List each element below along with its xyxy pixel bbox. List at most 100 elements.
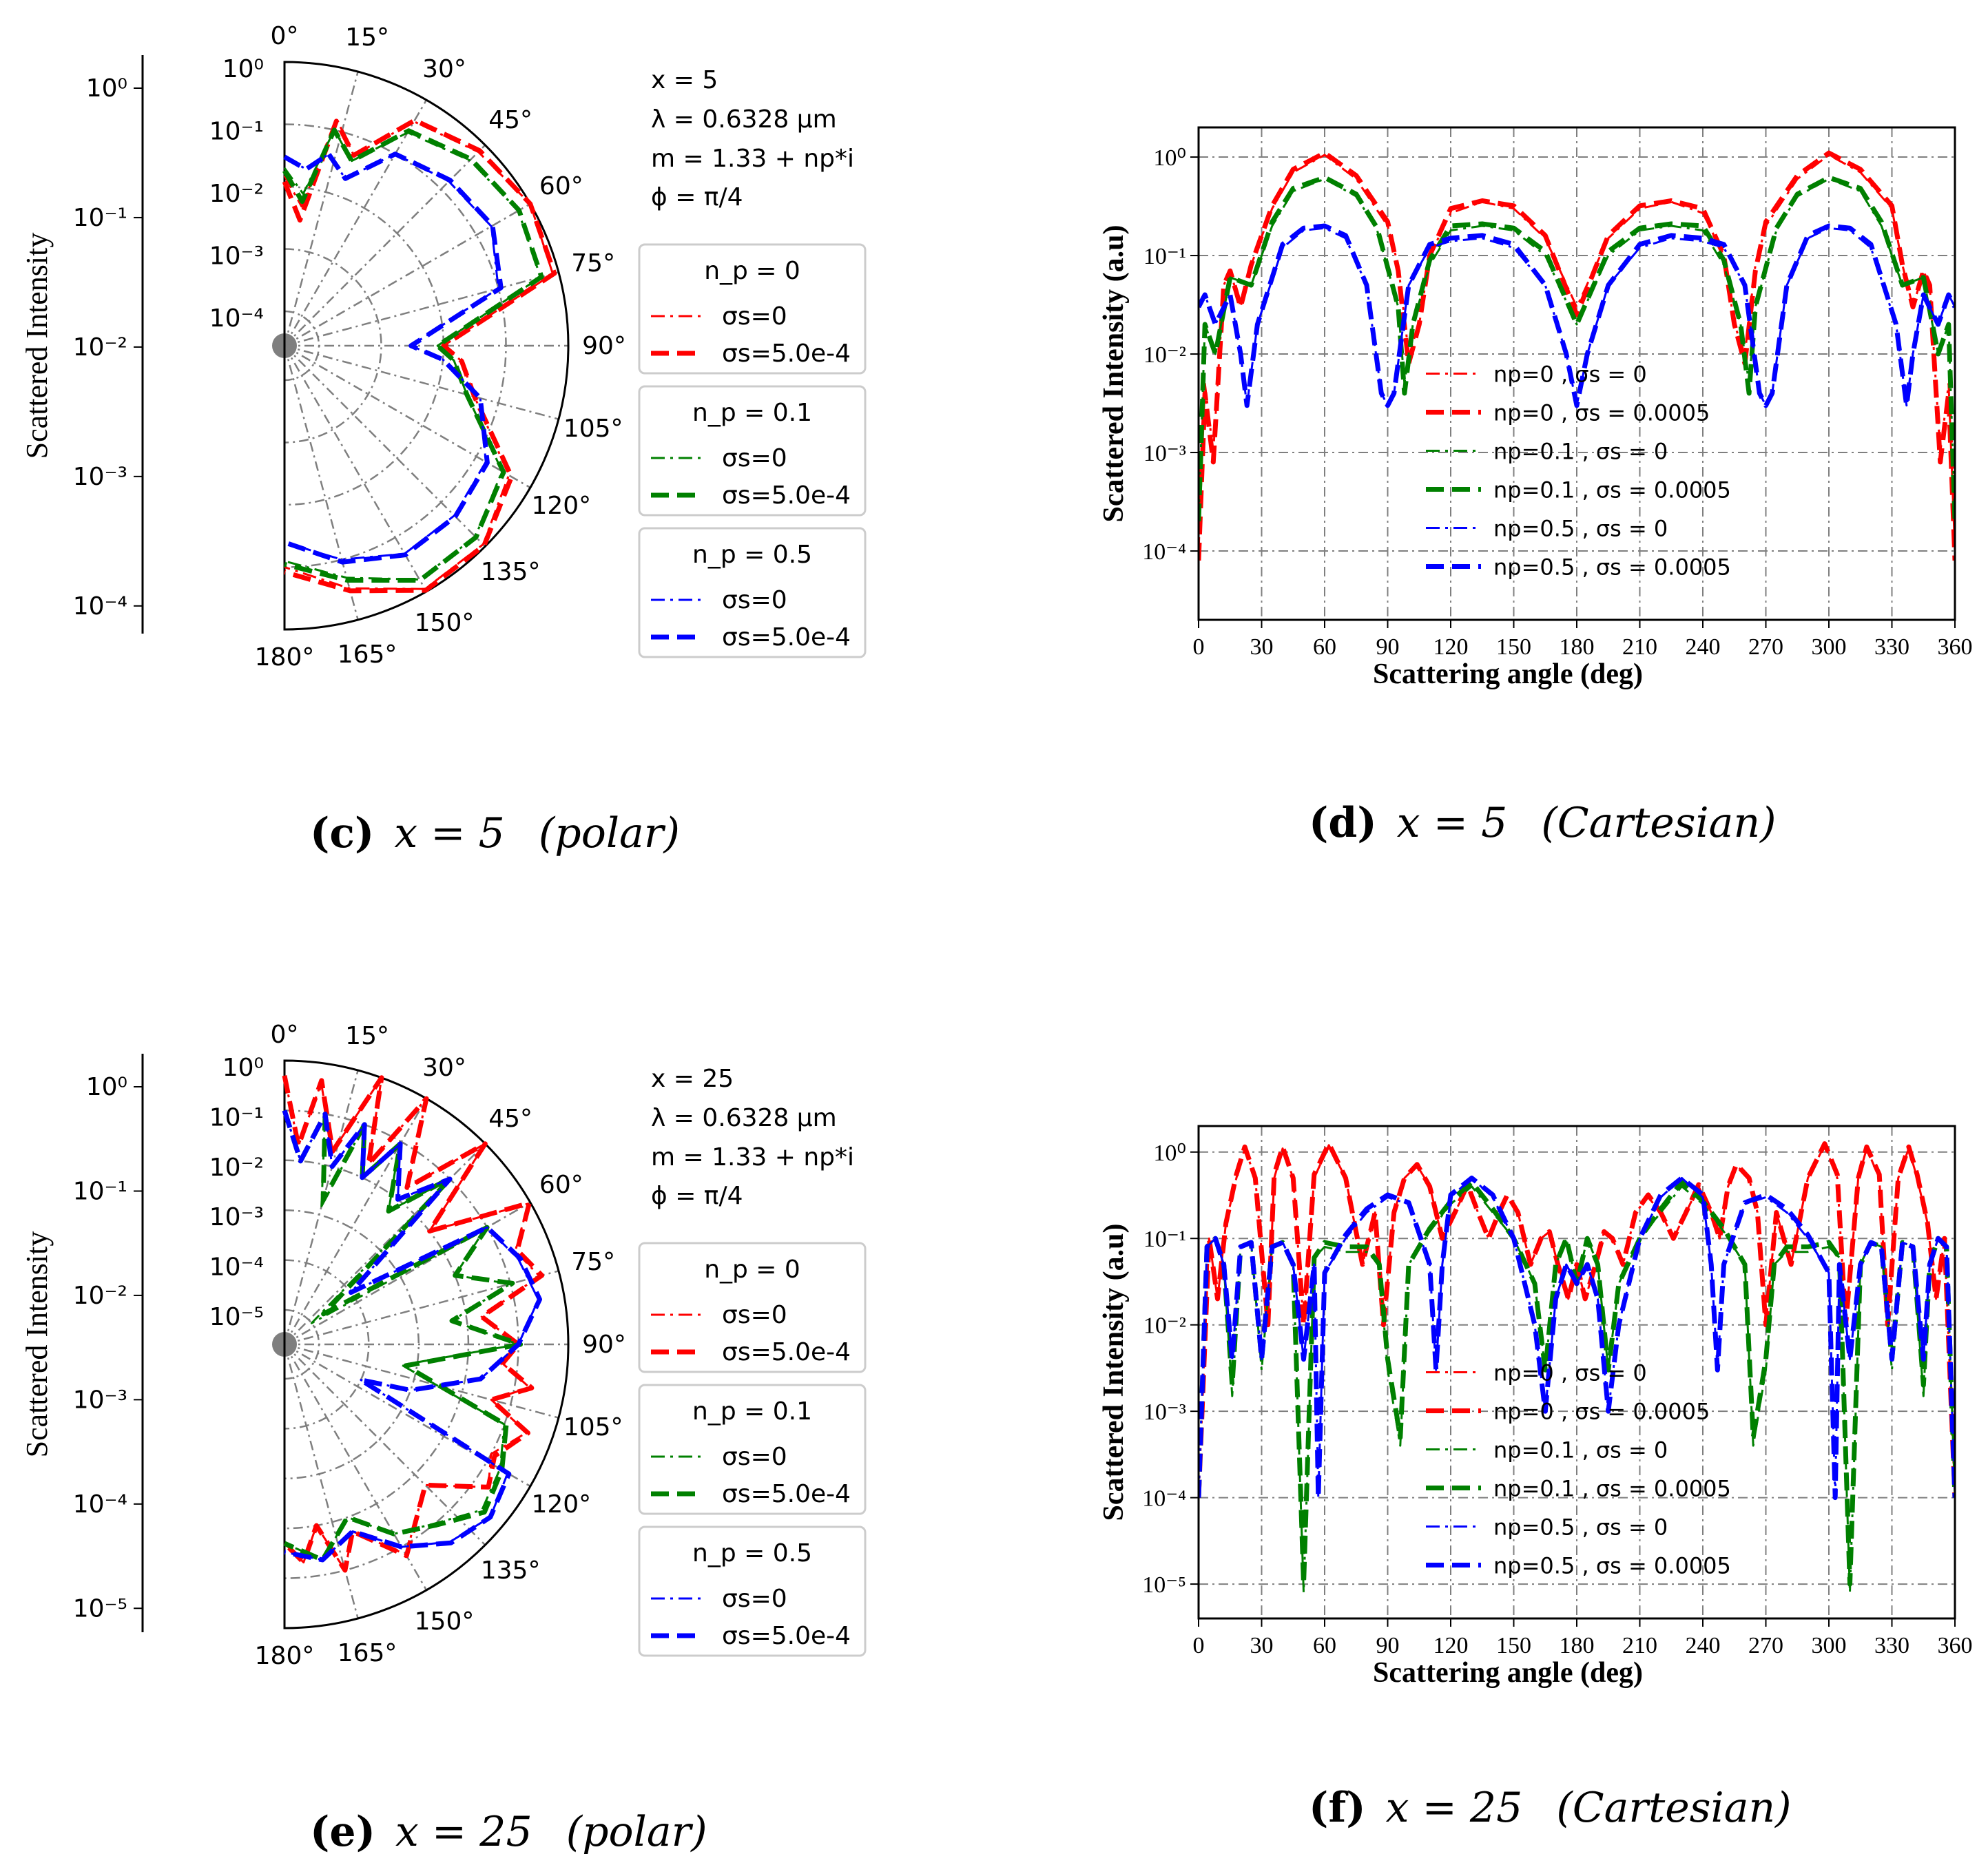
x-tick-label: 90 [1376,1633,1400,1658]
x-tick-label: 330 [1874,1633,1909,1658]
legend-label: σs=5.0e-4 [722,481,851,510]
grid-spoke [284,345,486,548]
radial-tick-label: 10⁻⁵ [209,1303,264,1331]
theta-label: 30° [422,55,466,83]
series-line [282,1075,545,1573]
theta-label: 105° [563,1413,623,1441]
info-lambda: λ = 0.6328 μm [651,105,837,134]
legend-frame [638,243,867,375]
series-line [282,1110,542,1563]
series-line [1199,175,1955,522]
x-tick-label: 360 [1938,1633,1973,1658]
legend-box: n_p = 0.5 σs=0 σs=5.0e-4 [638,1525,867,1657]
info-phi: ϕ = π/4 [651,1182,743,1210]
theta-label: 90° [582,1331,626,1359]
radial-tick-label: 10⁻³ [209,1203,264,1231]
grid-spoke [283,71,359,346]
legend-label: σs=5.0e-4 [722,623,851,652]
legend-label: σs=0 [722,302,787,331]
series-line [283,1110,520,1561]
series-line [1199,178,1955,522]
info-lambda: λ = 0.6328 μm [651,1104,837,1132]
legend-label: σs=5.0e-4 [722,1622,851,1650]
theta-label: 15° [345,23,389,52]
y-tick-label: 10⁻¹ [1143,244,1186,269]
x-tick-label: 0 [1193,634,1205,660]
cartesian-panel-d: 0 30 60 90 120 150 180 210 240 270 300 330 360 10⁰ 10⁻… [1098,126,1973,847]
panel-caption: (e) x = 25 (polar) [310,1808,707,1854]
x-tick-label: 240 [1686,1633,1721,1658]
grid-circle [284,248,382,444]
legend-frame [638,1384,867,1515]
series-group [1199,1141,1955,1594]
series-line [1199,1141,1955,1498]
legend-title: n_p = 0.5 [692,1539,812,1567]
grid-spoke [284,144,486,346]
radial-tick-label: 10⁻⁴ [209,304,264,333]
grid-spoke [284,1201,531,1346]
panel-caption: (c) x = 5 (polar) [310,809,680,857]
y-axis-label: Scattered Intensity [20,1231,54,1458]
y-tick-label: 10⁻³ [1143,1399,1186,1425]
x-tick-label: 120 [1433,1633,1469,1658]
x-axis-label: Scattering angle (deg) [1373,1657,1643,1689]
y-axis-label: Scattered Intensity [20,233,54,459]
cartesian-panel-f: 0 30 60 90 120 150 180 210 240 270 300 330 360 10⁰ 10⁻… [1098,1125,1973,1832]
series-line [1199,150,1955,561]
info-x: x = 5 [651,66,718,94]
legend-frame [638,385,867,517]
colorbar-tick-label: 10⁻³ [73,1386,127,1414]
radial-tick-label: 10⁻¹ [209,118,264,146]
legend-title: n_p = 0 [704,257,800,285]
x-tick-label: 180 [1560,634,1595,660]
colorbar-tick-label: 10⁰ [86,74,127,103]
colorbar-tick-label: 10⁻¹ [73,1177,127,1205]
series-line [1199,1176,1955,1501]
x-tick-label: 60 [1313,1633,1336,1658]
info-phi: ϕ = π/4 [651,183,743,211]
legend-label: σs=0 [722,1585,787,1613]
radial-tick-label: 10⁻⁴ [209,1253,264,1282]
legend-frame [638,527,867,658]
legend-label: np=0 , σs = 0.0005 [1493,1399,1710,1425]
theta-label: 150° [415,609,475,637]
y-tick-label: 10⁻⁵ [1142,1572,1186,1598]
y-tick-label: 10⁻³ [1143,441,1186,466]
colorbar-tick-label: 10⁻² [73,333,127,362]
series-line [1199,223,1955,408]
grid-spoke [284,271,559,347]
y-tick-label: 10⁻² [1143,1313,1186,1339]
grid-spoke [284,1143,486,1345]
radial-tick-label: 10⁻² [209,1154,264,1182]
grid-spoke [284,1343,559,1419]
panel-caption: (d) x = 5 (Cartesian) [1309,799,1777,847]
legend-box: n_p = 0.5 σs=0 σs=5.0e-4 [638,527,867,658]
colorbar-axis: 10⁰ 10⁻¹ 10⁻² 10⁻³ 10⁻⁴ 10⁻⁵ [73,1054,144,1632]
grid-spoke [283,345,359,621]
theta-label: 135° [481,1556,541,1585]
legend-box: n_p = 0.1 σs=0 σs=5.0e-4 [638,385,867,517]
legend-frame [638,1242,867,1373]
x-tick-label: 300 [1812,1633,1847,1658]
series-line [282,1110,524,1563]
theta-label: 105° [563,415,623,443]
x-tick-label: 0 [1193,1633,1205,1658]
x-tick-label: 180 [1560,1633,1595,1658]
legend-frame [638,1525,867,1657]
x-tick-label: 240 [1686,634,1721,660]
x-tick-label: 270 [1748,1633,1783,1658]
theta-label: 45° [488,1105,532,1133]
colorbar-tick-label: 10⁻³ [73,463,127,491]
theta-label: 30° [422,1054,466,1082]
x-axis-label: Scattering angle (deg) [1373,658,1643,690]
legend-box: n_p = 0 σs=0 σs=5.0e-4 [638,243,867,375]
legend-label: σs=5.0e-4 [722,340,851,368]
x-tick-label: 60 [1313,634,1336,660]
theta-label: 135° [481,558,541,586]
grid-spoke [283,345,428,592]
grid-spoke [284,1270,559,1346]
y-axis-label: Scattered Intensity (a.u) [1098,225,1130,522]
x-tick-label: 330 [1874,634,1909,660]
legend-label: σs=0 [722,1443,787,1471]
